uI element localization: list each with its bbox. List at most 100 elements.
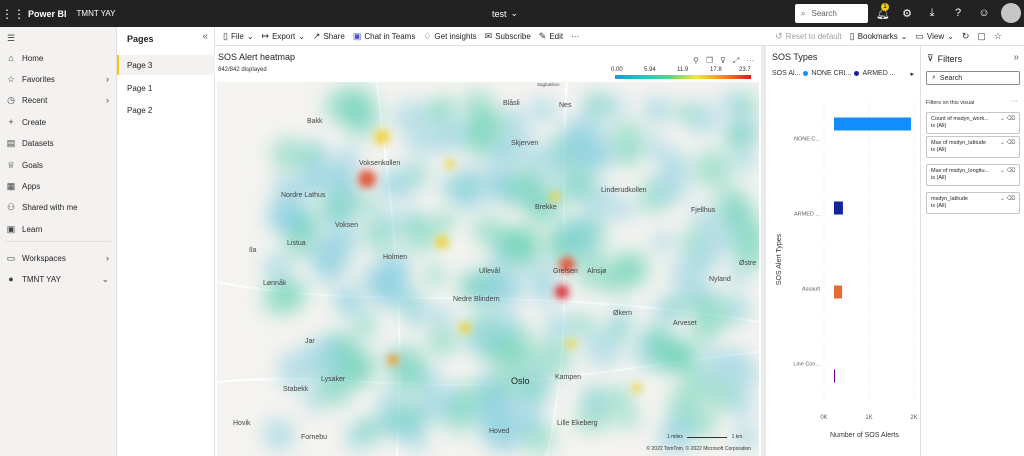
- focus-mode-icon[interactable]: ⤢: [732, 56, 740, 65]
- map-place-label: Østre: [739, 260, 757, 267]
- view-menu[interactable]: ▭ View ⌄: [915, 30, 954, 41]
- nav-item-workspaces[interactable]: ▭ Workspaces ›: [0, 249, 117, 267]
- file-menu[interactable]: ▯ File ⌄: [223, 30, 254, 41]
- feedback-icon[interactable]: ☺: [978, 7, 990, 19]
- filter-card[interactable]: Count of msdyn_work... is (All) ⌄ ⌫: [926, 112, 1020, 134]
- pin-icon[interactable]: ⚲: [693, 56, 699, 65]
- bar-assault[interactable]: [834, 285, 843, 299]
- heatmap-count: 842/842 displayed: [218, 67, 267, 73]
- chevron-down-icon: ⌄: [510, 8, 519, 18]
- map-place-label: Holmen: [383, 254, 408, 261]
- workspaces-icon: ▭: [6, 252, 16, 263]
- map-place-label: Blåsli: [503, 100, 520, 107]
- map-place-label: Stabekk: [283, 386, 309, 393]
- workspace-label[interactable]: TMNT YAY: [76, 9, 116, 18]
- app-launcher-icon[interactable]: ⋮⋮: [1, 6, 25, 21]
- global-search-input[interactable]: ⌕ Search: [795, 4, 868, 23]
- report-title: test: [492, 8, 507, 19]
- page-tab-1[interactable]: Page 1: [127, 83, 153, 93]
- reset-to-default-button[interactable]: ↺ Reset to default: [775, 30, 842, 41]
- map-place-label: Nordre Lathus: [281, 192, 326, 199]
- chevron-down-icon[interactable]: ⌄ ⌫: [999, 140, 1015, 146]
- nav-item-learn[interactable]: ▣ Learn: [0, 220, 117, 238]
- nav-item-recent[interactable]: ◷ Recent ›: [0, 91, 117, 109]
- nav-item-goals[interactable]: ♕ Goals: [0, 156, 117, 174]
- get-insights-button[interactable]: ♢ Get insights: [423, 30, 477, 41]
- heatmap-map[interactable]: Bakk Voksenkollen Nordre Lathus Voksen I…: [217, 82, 759, 456]
- map-place-label: Grefsen: [553, 268, 578, 275]
- chevron-down-icon[interactable]: ⌄ ⌫: [999, 168, 1015, 174]
- comment-icon[interactable]: ▢: [977, 30, 986, 41]
- brand-label[interactable]: Power BI: [28, 8, 67, 19]
- heatmap-title: SOS Alert heatmap: [218, 52, 296, 62]
- heatmap-layer: [217, 82, 759, 456]
- filter-search-input[interactable]: ⌕ Search: [926, 71, 1020, 85]
- ellipsis-icon: ···: [571, 31, 580, 41]
- filter-card-name: Max of msdyn_longitu...: [931, 168, 990, 174]
- edit-button[interactable]: ✎ Edit: [538, 30, 564, 41]
- more-options-button[interactable]: ···: [571, 32, 579, 41]
- collapse-pages-icon[interactable]: «: [202, 31, 208, 42]
- filter-card[interactable]: Max of msdyn_longitu... is (All) ⌄ ⌫: [926, 164, 1020, 186]
- home-icon: ⌂: [8, 53, 14, 63]
- map-place-label: Brekke: [535, 204, 557, 211]
- chevron-down-icon[interactable]: ⌄ ⌫: [999, 116, 1015, 122]
- nav-item-create[interactable]: + Create: [0, 113, 117, 131]
- nav-collapse-icon[interactable]: ☰: [6, 32, 16, 43]
- nav-item-favorites[interactable]: ☆ Favorites ›: [0, 70, 117, 88]
- map-place-label: Fjellhus: [691, 207, 716, 214]
- chevron-right-icon: ›: [106, 74, 109, 84]
- collapse-filters-icon[interactable]: »: [1013, 52, 1019, 63]
- legend-tick: 0.00: [611, 67, 623, 73]
- sos-types-bar-visual[interactable]: SOS Types SOS Al... NONE CRI... ARMED ..…: [766, 46, 920, 456]
- bar-armed-[interactable]: [834, 201, 843, 215]
- chevron-down-icon: ⌄: [947, 31, 954, 41]
- chat-in-teams-button[interactable]: ▣ Chat in Teams: [352, 30, 416, 41]
- page-tab-2[interactable]: Page 2: [127, 105, 153, 115]
- search-icon: ⌕: [801, 8, 806, 18]
- filter-card-name: Max of msdyn_latitude: [931, 140, 987, 146]
- filters-header: ⊽ Filters: [927, 53, 962, 64]
- map-place-label: Linderudkollen: [601, 187, 647, 194]
- map-place-label: Nedre Blindern: [453, 296, 500, 303]
- bar-line-con-[interactable]: [834, 369, 836, 383]
- map-place-label: Økern: [613, 310, 633, 317]
- copy-icon[interactable]: ❐: [705, 56, 714, 65]
- x-axis-title: Number of SOS Alerts: [830, 432, 899, 439]
- nav-item-apps[interactable]: ▦ Apps: [0, 177, 117, 195]
- share-button[interactable]: ↗ Share: [312, 30, 345, 41]
- help-icon[interactable]: ?: [954, 7, 962, 19]
- filter-card-value: is (All): [931, 147, 947, 153]
- y-category-label: Line Con...: [793, 362, 820, 368]
- page-tab-3[interactable]: Page 3: [117, 55, 215, 75]
- workspace-icon: ●: [8, 274, 14, 284]
- nav-item-home[interactable]: ⌂ Home: [0, 49, 117, 67]
- book-icon: ▣: [6, 223, 16, 234]
- nav-item-datasets[interactable]: ▤ Datasets: [0, 134, 117, 152]
- filter-card[interactable]: msdyn_latitude is (All) ⌄ ⌫: [926, 192, 1020, 214]
- bar-none-cri-[interactable]: [834, 117, 911, 131]
- bookmarks-menu[interactable]: ▯ Bookmarks ⌄: [849, 30, 908, 41]
- nav-item-shared[interactable]: ⚇ Shared with me: [0, 198, 117, 216]
- filter-card-name: Count of msdyn_work...: [931, 116, 989, 122]
- more-options-icon[interactable]: ···: [746, 56, 755, 65]
- download-icon[interactable]: ⤓: [929, 6, 935, 19]
- ellipsis-icon[interactable]: ···: [1011, 98, 1018, 105]
- search-placeholder: Search: [811, 9, 837, 18]
- export-menu[interactable]: ↦ Export ⌄: [261, 30, 305, 41]
- filter-card[interactable]: Max of msdyn_latitude is (All) ⌄ ⌫: [926, 136, 1020, 158]
- legend-next-icon[interactable]: ▸: [910, 71, 914, 78]
- map-attribution: © 2022 TomTom, © 2022 Microsoft Corporat…: [646, 446, 751, 452]
- report-title-button[interactable]: test ⌄: [492, 8, 518, 19]
- file-icon: ▯: [223, 30, 228, 41]
- filter-icon[interactable]: ⊽: [720, 56, 726, 65]
- avatar[interactable]: [1001, 3, 1021, 23]
- gear-icon[interactable]: ⚙: [902, 7, 912, 20]
- chevron-down-icon[interactable]: ⌄ ⌫: [999, 196, 1015, 202]
- filters-section-title: Filters on this visual: [926, 100, 975, 106]
- heatmap-visual[interactable]: SOS Alert heatmap 842/842 displayed ⚲ ❐ …: [215, 46, 761, 456]
- refresh-icon[interactable]: ↻: [961, 30, 970, 41]
- nav-item-workspace-tmnt[interactable]: ● TMNT YAY ⌄: [0, 270, 117, 288]
- subscribe-button[interactable]: ✉ Subscribe: [484, 30, 531, 41]
- star-icon[interactable]: ☆: [993, 30, 1002, 41]
